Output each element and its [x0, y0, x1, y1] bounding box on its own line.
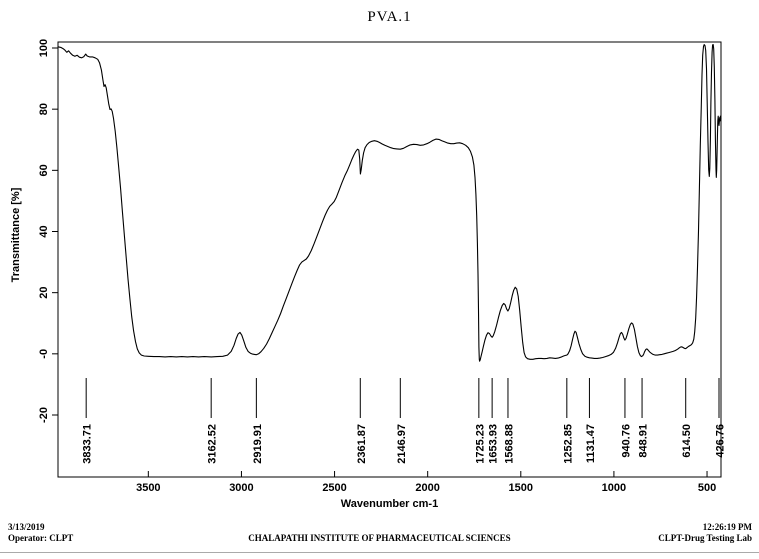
y-tick-label: 80 [38, 103, 50, 115]
institution-name: CHALAPATHI INSTITUTE OF PHARMACEUTICAL S… [248, 533, 511, 543]
plot-border [57, 41, 722, 478]
x-tick-label: 3000 [229, 482, 253, 494]
x-tick-label: 2000 [415, 482, 439, 494]
page-title: PVA.1 [367, 9, 412, 25]
bottom-divider [0, 552, 759, 553]
spectrum-curve [57, 44, 722, 362]
peak-label: 1653.93 [488, 424, 500, 464]
peak-label: 2361.87 [356, 424, 368, 464]
peak-label: 1252.85 [562, 424, 574, 464]
peak-label: 426.76 [715, 424, 727, 458]
y-tick-label: 20 [38, 287, 50, 299]
x-tick-label: 3500 [136, 482, 160, 494]
peak-label: 848.91 [638, 424, 650, 458]
peak-label: 2919.91 [252, 424, 264, 464]
peak-label: 1725.23 [474, 424, 486, 464]
peak-label: 940.76 [620, 424, 632, 458]
spectrum-plot: 3500 3000 2500 2000 1500 1000 500 Wavenumber cm… [10, 39, 727, 510]
y-tick-label: -20 [38, 407, 50, 423]
x-tick-label: 1500 [509, 482, 533, 494]
peak-label: 3833.71 [82, 424, 94, 464]
peak-label: 1568.88 [503, 424, 515, 464]
peak-label: 2146.97 [396, 424, 408, 464]
peak-label: 3162.52 [207, 424, 219, 464]
x-tick-label: 2500 [322, 482, 346, 494]
footer-right: 12:26:19 PM CLPT-Drug Testing Lab [658, 522, 752, 544]
y-tick-label: 100 [38, 39, 50, 57]
peak-label: 1131.47 [585, 424, 597, 463]
footer-left: 3/13/2019 Operator: CLPT [8, 522, 73, 544]
report-operator: Operator: CLPT [8, 533, 74, 543]
y-tick-label: -0 [38, 349, 50, 359]
y-tick-label: 60 [38, 164, 50, 176]
report-date: 3/13/2019 [8, 522, 45, 532]
report-lab: CLPT-Drug Testing Lab [658, 533, 752, 543]
peak-label: 614.50 [681, 424, 693, 458]
x-tick-label: 500 [698, 482, 716, 494]
x-tick-label: 1000 [602, 482, 626, 494]
x-axis-title: Wavenumber cm-1 [341, 498, 438, 510]
y-tick-label: 40 [38, 225, 50, 237]
y-axis-title: Transmittance [%] [10, 187, 22, 282]
report-time: 12:26:19 PM [702, 522, 752, 532]
